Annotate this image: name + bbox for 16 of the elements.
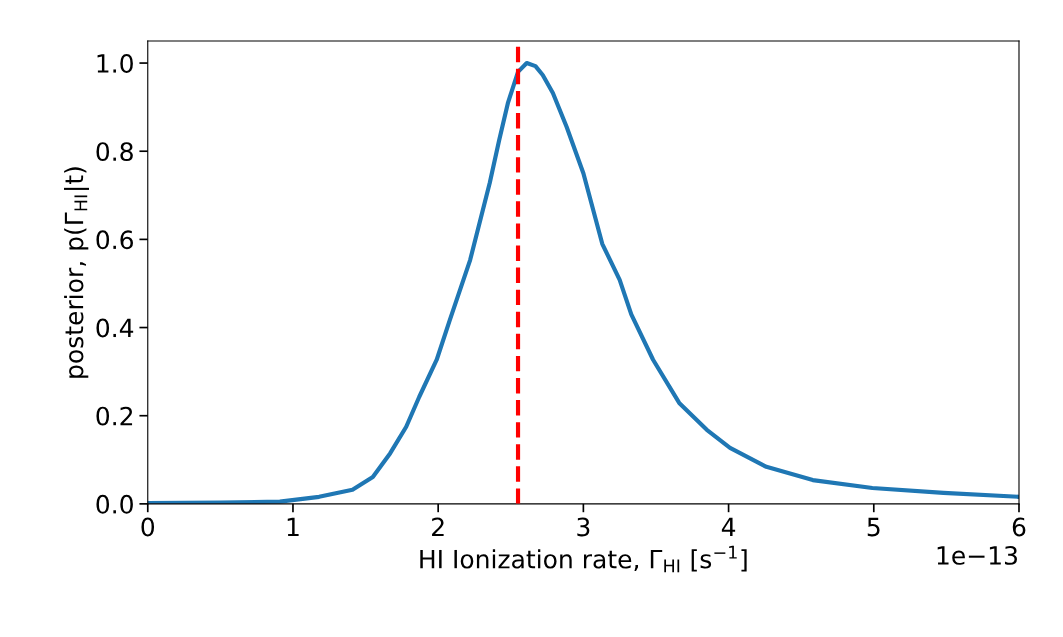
x-axis-title: HI Ionization rate, Γ$_{HI}$ [s$^{−1}$] [420, 545, 747, 573]
x-tick-label: 5 [867, 517, 880, 537]
x-tick-label: 0 [141, 517, 155, 537]
y-tick-label: 0.2 [96, 406, 133, 426]
x-tick-label: 2 [432, 517, 444, 537]
y-tick-label: 0.8 [96, 142, 133, 162]
y-axis-title: posterior, p(Γ$_{HI}$|t) [64, 167, 89, 378]
x-tick-label: 6 [1012, 517, 1026, 537]
x-tick-label: 3 [577, 517, 590, 537]
text: 1e−13 [937, 545, 1017, 565]
y-tick-label: 0.6 [96, 230, 133, 250]
x-tick-label: 1 [287, 517, 299, 537]
y-tick-label: 1.0 [97, 54, 133, 73]
y-tick-label: 0.0 [96, 494, 133, 514]
x-tick-label: 4 [721, 517, 736, 537]
y-tick-label: 0.4 [96, 318, 134, 338]
